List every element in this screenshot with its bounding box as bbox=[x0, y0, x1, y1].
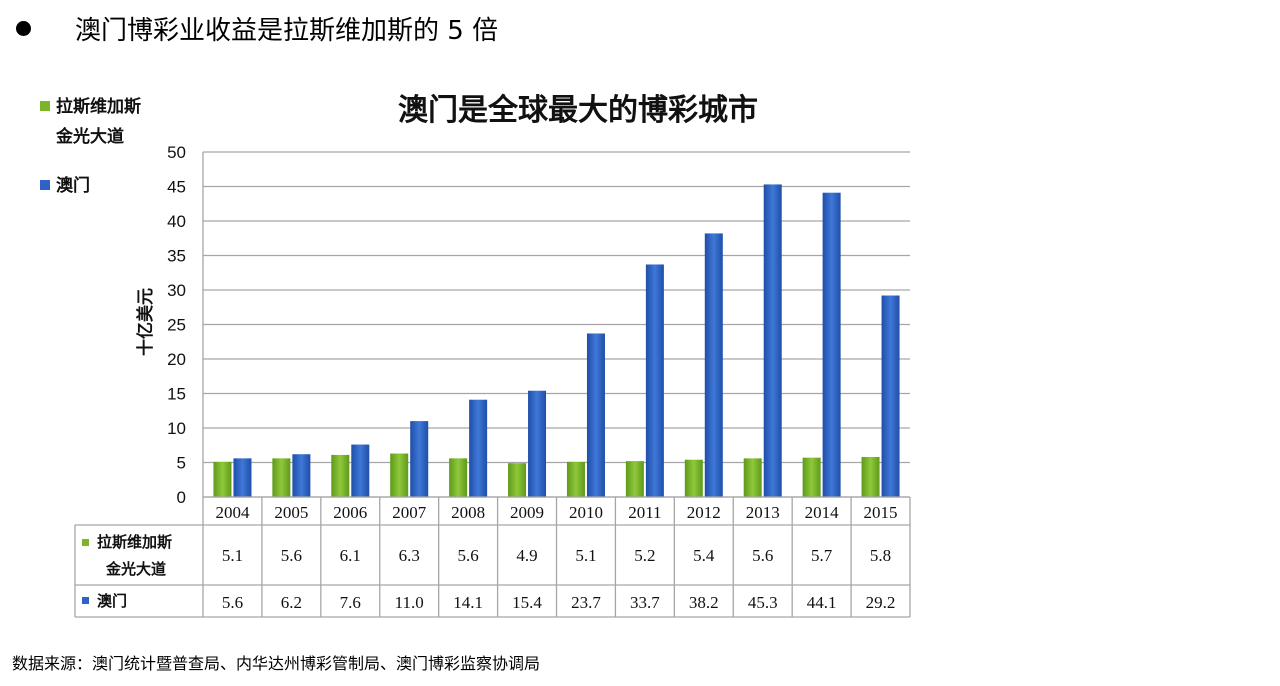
bar-las-vegas-2010 bbox=[566, 461, 585, 497]
bar-macau-2014 bbox=[822, 192, 841, 497]
y-tick-5: 5 bbox=[177, 454, 186, 473]
table-label-macau: 澳门 bbox=[97, 592, 127, 610]
bar-macau-2011 bbox=[645, 264, 664, 497]
table-cell-macau-2005: 6.2 bbox=[281, 593, 302, 612]
table-cell-las-vegas-2008: 5.6 bbox=[458, 546, 479, 565]
table-cell-macau-2008: 14.1 bbox=[453, 593, 483, 612]
data-table: 拉斯维加斯 金光大道 澳门 2004 5.1 5.6 2005 5.6 6.2 2006 6.… bbox=[74, 496, 911, 618]
x-tick-2006: 2006 bbox=[333, 503, 367, 522]
slide-heading: 澳门博彩业收益是拉斯维加斯的 5 倍 bbox=[12, 10, 498, 47]
bars bbox=[213, 184, 900, 498]
x-tick-2014: 2014 bbox=[805, 503, 840, 522]
bar-macau-2012 bbox=[704, 233, 723, 498]
y-tick-10: 10 bbox=[167, 419, 186, 438]
bar-las-vegas-2009 bbox=[508, 463, 527, 497]
bar-macau-2004 bbox=[233, 458, 252, 497]
legend-swatch-las-vegas bbox=[40, 101, 50, 111]
table-cell-macau-2013: 45.3 bbox=[748, 593, 778, 612]
legend-swatch-macau bbox=[40, 180, 50, 190]
table-cell-las-vegas-2014: 5.7 bbox=[811, 546, 833, 565]
table-cell-las-vegas-2005: 5.6 bbox=[281, 546, 302, 565]
data-source: 数据来源：澳门统计暨普查局、内华达州博彩管制局、澳门博彩监察协调局 bbox=[12, 654, 541, 673]
bar-las-vegas-2008 bbox=[449, 458, 468, 497]
bar-las-vegas-2005 bbox=[272, 458, 291, 497]
bar-macau-2006 bbox=[351, 444, 370, 497]
y-tick-20: 20 bbox=[167, 350, 186, 369]
x-tick-2007: 2007 bbox=[392, 503, 427, 522]
bar-macau-2013 bbox=[763, 184, 782, 497]
table-cell-macau-2010: 23.7 bbox=[571, 593, 601, 612]
x-tick-2015: 2015 bbox=[864, 503, 898, 522]
x-tick-2009: 2009 bbox=[510, 503, 544, 522]
y-tick-50: 50 bbox=[167, 143, 186, 162]
bullet-icon bbox=[16, 21, 31, 36]
bar-las-vegas-2015 bbox=[861, 456, 880, 497]
chart-title: 澳门是全球最大的博彩城市 bbox=[398, 93, 758, 128]
table-cell-las-vegas-2006: 6.1 bbox=[340, 546, 361, 565]
bar-macau-2010 bbox=[586, 333, 605, 497]
x-tick-2004: 2004 bbox=[215, 503, 250, 522]
table-cell-macau-2011: 33.7 bbox=[630, 593, 660, 612]
table-cell-las-vegas-2004: 5.1 bbox=[222, 546, 243, 565]
y-tick-15: 15 bbox=[167, 385, 186, 404]
x-tick-2008: 2008 bbox=[451, 503, 485, 522]
legend-macau: 澳门 bbox=[56, 175, 90, 196]
bar-macau-2015 bbox=[881, 295, 900, 497]
table-cell-las-vegas-2010: 5.1 bbox=[575, 546, 596, 565]
y-axis-label: 十亿美元 bbox=[135, 288, 156, 356]
bar-las-vegas-2014 bbox=[802, 457, 821, 497]
bar-las-vegas-2006 bbox=[331, 454, 350, 497]
table-cell-macau-2009: 15.4 bbox=[512, 593, 542, 612]
table-cell-macau-2006: 7.6 bbox=[340, 593, 361, 612]
gridlines bbox=[202, 151, 910, 498]
y-tick-40: 40 bbox=[167, 212, 186, 231]
x-tick-2010: 2010 bbox=[569, 503, 603, 522]
table-cell-macau-2007: 11.0 bbox=[395, 593, 424, 612]
y-tick-labels: 0 5 10 15 20 25 30 35 40 45 50 bbox=[167, 143, 186, 507]
table-cell-las-vegas-2009: 4.9 bbox=[516, 546, 537, 565]
x-tick-2013: 2013 bbox=[746, 503, 780, 522]
bar-las-vegas-2004 bbox=[213, 461, 232, 497]
table-cell-las-vegas-2011: 5.2 bbox=[634, 546, 655, 565]
y-tick-45: 45 bbox=[167, 178, 186, 197]
table-swatch-macau bbox=[82, 597, 89, 604]
table-cell-las-vegas-2015: 5.8 bbox=[870, 546, 891, 565]
table-label-las-vegas-line1: 拉斯维加斯 bbox=[97, 533, 172, 551]
table-swatch-las-vegas bbox=[82, 539, 89, 546]
y-tick-0: 0 bbox=[177, 488, 186, 507]
legend-las-vegas-line1: 拉斯维加斯 bbox=[56, 96, 141, 117]
x-tick-2012: 2012 bbox=[687, 503, 721, 522]
bar-macau-2008 bbox=[469, 399, 488, 497]
legend-las-vegas-line2: 金光大道 bbox=[55, 126, 124, 147]
bar-las-vegas-2013 bbox=[743, 458, 762, 497]
bar-las-vegas-2007 bbox=[390, 453, 409, 497]
y-tick-35: 35 bbox=[167, 247, 186, 266]
table-cell-macau-2012: 38.2 bbox=[689, 593, 719, 612]
bar-macau-2007 bbox=[410, 421, 429, 497]
y-tick-25: 25 bbox=[167, 316, 186, 335]
bar-las-vegas-2011 bbox=[625, 461, 644, 497]
table-cell-macau-2015: 29.2 bbox=[866, 593, 896, 612]
x-tick-2005: 2005 bbox=[274, 503, 308, 522]
bar-macau-2005 bbox=[292, 454, 311, 497]
table-cell-macau-2014: 44.1 bbox=[807, 593, 837, 612]
table-cell-las-vegas-2007: 6.3 bbox=[399, 546, 420, 565]
table-cell-las-vegas-2012: 5.4 bbox=[693, 546, 715, 565]
bar-las-vegas-2012 bbox=[684, 459, 703, 497]
y-tick-30: 30 bbox=[167, 281, 186, 300]
bar-macau-2009 bbox=[528, 390, 547, 497]
table-cell-las-vegas-2013: 5.6 bbox=[752, 546, 773, 565]
table-cell-macau-2004: 5.6 bbox=[222, 593, 243, 612]
heading-text: 澳门博彩业收益是拉斯维加斯的 5 倍 bbox=[75, 16, 499, 46]
x-tick-2011: 2011 bbox=[628, 503, 661, 522]
table-label-las-vegas-line2: 金光大道 bbox=[105, 560, 166, 578]
